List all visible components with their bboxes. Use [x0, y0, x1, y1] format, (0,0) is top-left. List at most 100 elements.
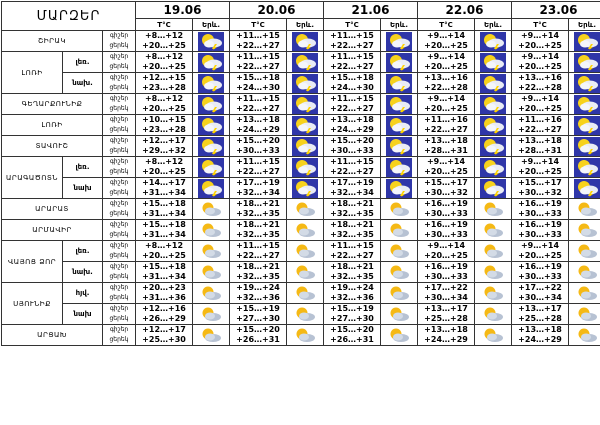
- temperature-cell: +13…+18+24…+29: [512, 325, 569, 346]
- temperature-cell: +16…+19+30…+33: [512, 220, 569, 241]
- night-label: գիշեր: [103, 304, 135, 314]
- night-temperature: +13…+18: [512, 136, 568, 146]
- thunderstorm-icon: [292, 74, 318, 93]
- day-temperature: +30…+34: [418, 293, 474, 303]
- day-label: ցերեկ: [103, 188, 135, 198]
- weather-icon-cell: [569, 241, 600, 262]
- night-temperature: +18…+21: [230, 262, 286, 272]
- night-temperature: +8…+12: [136, 157, 192, 167]
- weather-icon-cell: [193, 220, 230, 241]
- temperature-cell: +13…+16+22…+28: [418, 73, 475, 94]
- sub-area-label: նախ: [63, 178, 103, 199]
- regions-header: ՄԱՐԶԵՐ: [2, 2, 136, 31]
- day-temperature: +22…+27: [230, 62, 286, 72]
- temperature-cell: +13…+18+28…+31: [418, 136, 475, 157]
- day-temperature: +30…+34: [512, 293, 568, 303]
- partly-cloudy-icon: [198, 305, 224, 324]
- weather-icon-cell: [287, 241, 324, 262]
- weather-icon-cell: [381, 304, 418, 325]
- thunderstorm-icon: [198, 179, 224, 198]
- weather-icon-cell: [569, 325, 600, 346]
- thunderstorm-icon: [574, 137, 600, 156]
- day-label: ցերեկ: [103, 125, 135, 135]
- temperature-cell: +9…+14+20…+25: [512, 31, 569, 52]
- temperature-cell: +15…+20+26…+31: [230, 325, 287, 346]
- weather-icon-cell: [287, 325, 324, 346]
- temperature-cell: +19…+24+32…+36: [324, 283, 381, 304]
- day-label: ցերեկ: [103, 146, 135, 156]
- partly-cloudy-icon: [480, 242, 506, 261]
- day-temperature: +32…+35: [230, 209, 286, 219]
- temp-col-header: T°C: [324, 19, 381, 31]
- weather-icon-cell: [569, 283, 600, 304]
- night-temperature: +16…+19: [418, 220, 474, 230]
- weather-icon-cell: [287, 94, 324, 115]
- weather-icon-cell: [381, 52, 418, 73]
- night-temperature: +9…+14: [418, 241, 474, 251]
- day-label: ցերեկ: [103, 104, 135, 114]
- night-temperature: +16…+19: [418, 262, 474, 272]
- weather-icon-cell: [475, 52, 512, 73]
- partly-cloudy-icon: [480, 200, 506, 219]
- weather-icon-cell: [381, 178, 418, 199]
- partly-cloudy-icon: [480, 221, 506, 240]
- temperature-cell: +9…+14+20…+25: [512, 157, 569, 178]
- night-temperature: +14…+17: [136, 178, 192, 188]
- date-header: 20.06: [230, 2, 324, 19]
- day-temperature: +20…+25: [512, 251, 568, 261]
- night-temperature: +13…+18: [230, 115, 286, 125]
- day-temperature: +28…+31: [512, 146, 568, 156]
- night-temperature: +20…+23: [136, 283, 192, 293]
- partly-cloudy-icon: [292, 200, 318, 219]
- weather-icon-cell: [193, 241, 230, 262]
- day-temperature: +20…+25: [418, 104, 474, 114]
- day-temperature: +30…+33: [324, 146, 380, 156]
- icon-col-header: Երև.: [569, 19, 600, 31]
- weather-icon-cell: [193, 304, 230, 325]
- day-temperature: +32…+35: [324, 272, 380, 282]
- thunderstorm-icon: [480, 137, 506, 156]
- night-temperature: +11…+15: [324, 94, 380, 104]
- night-temperature: +18…+21: [324, 220, 380, 230]
- day-temperature: +30…+33: [418, 272, 474, 282]
- temperature-cell: +11…+15+22…+27: [324, 31, 381, 52]
- temperature-cell: +12…+17+25…+30: [136, 325, 193, 346]
- temperature-cell: +13…+17+25…+28: [418, 304, 475, 325]
- night-temperature: +9…+14: [418, 31, 474, 41]
- temperature-cell: +18…+21+32…+35: [230, 262, 287, 283]
- day-label: ցերեկ: [103, 62, 135, 72]
- night-temperature: +13…+18: [418, 325, 474, 335]
- weather-icon-cell: [193, 73, 230, 94]
- night-temperature: +11…+15: [230, 52, 286, 62]
- thunderstorm-icon: [480, 32, 506, 51]
- temperature-cell: +16…+19+30…+33: [418, 220, 475, 241]
- day-temperature: +23…+28: [136, 83, 192, 93]
- night-temperature: +13…+16: [418, 73, 474, 83]
- temperature-cell: +9…+14+20…+25: [418, 157, 475, 178]
- partly-cloudy-icon: [480, 326, 506, 345]
- day-temperature: +24…+30: [324, 83, 380, 93]
- night-temperature: +11…+15: [230, 31, 286, 41]
- temperature-cell: +9…+14+20…+25: [512, 241, 569, 262]
- night-temperature: +15…+20: [230, 325, 286, 335]
- weather-icon-cell: [381, 283, 418, 304]
- night-temperature: +13…+18: [324, 115, 380, 125]
- night-temperature: +15…+17: [512, 178, 568, 188]
- weather-icon-cell: [475, 73, 512, 94]
- night-temperature: +8…+12: [136, 31, 192, 41]
- temperature-cell: +15…+17+30…+32: [418, 178, 475, 199]
- temperature-cell: +15…+20+30…+33: [324, 136, 381, 157]
- thunderstorm-icon: [574, 116, 600, 135]
- partly-cloudy-icon: [386, 263, 412, 282]
- night-temperature: +19…+24: [230, 283, 286, 293]
- temperature-cell: +8…+12+20…+25: [136, 31, 193, 52]
- temperature-cell: +12…+17+29…+32: [136, 136, 193, 157]
- weather-icon-cell: [475, 325, 512, 346]
- thunderstorm-icon: [386, 158, 412, 177]
- temperature-cell: +17…+19+32…+34: [324, 178, 381, 199]
- night-temperature: +11…+15: [324, 157, 380, 167]
- day-temperature: +26…+29: [136, 314, 192, 324]
